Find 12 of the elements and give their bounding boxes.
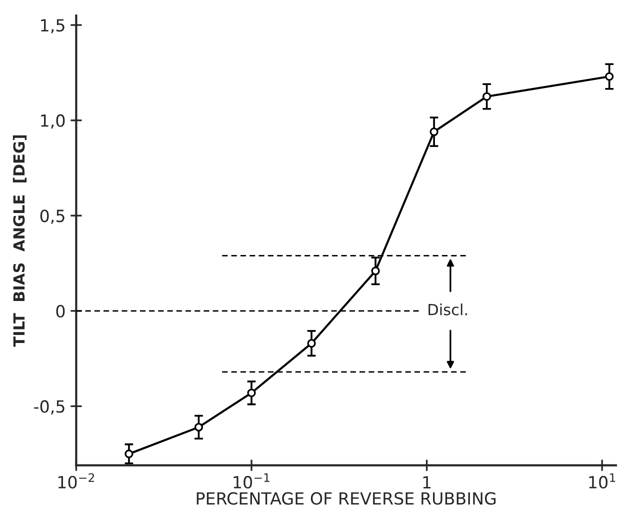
x-tick-label: 1 (423, 476, 431, 488)
y-tick-label: 0 (56, 304, 65, 318)
x-tick-label: 10$^{−2}$ (58, 473, 94, 488)
y-tick-label: -0,5 (34, 400, 64, 414)
y-axis-title: TILT BIAS ANGLE [DEG] (12, 135, 27, 347)
x-tick-label: 10$^{1}$ (589, 473, 616, 489)
y-tick-label: 1,5 (41, 19, 64, 34)
y-tick-label: 0,5 (40, 210, 64, 224)
y-tick-label: 1,0 (41, 114, 65, 129)
x-axis-title: PERCENTAGE OF REVERSE RUBBING (196, 492, 496, 505)
x-tick-label: 10$^{−1}$ (234, 473, 270, 489)
annotation: Discl. (428, 304, 467, 316)
